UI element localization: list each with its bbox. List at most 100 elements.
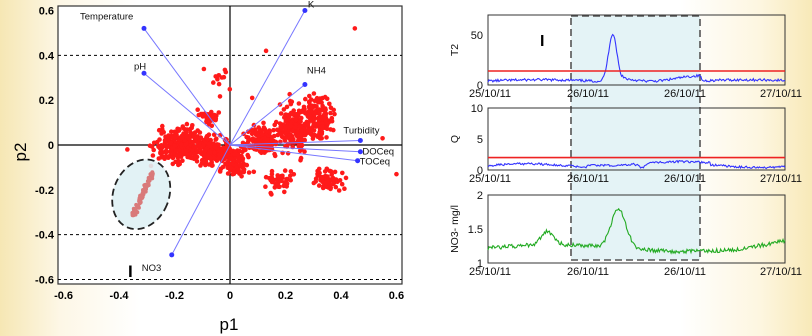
scatter-point [184, 121, 190, 127]
scatter-point [125, 147, 130, 152]
scatter-point [150, 153, 156, 158]
scatter-point [239, 174, 244, 179]
scatter-point [184, 148, 189, 153]
highlighted-point [138, 196, 142, 201]
highlighted-point [133, 210, 138, 215]
scatter-point [198, 163, 203, 168]
scatter-point [303, 96, 308, 102]
scatter-point [316, 121, 321, 126]
scatter-point [319, 175, 325, 180]
scatter-point [272, 151, 277, 157]
scatter-point [159, 155, 164, 160]
scatter-point [332, 111, 337, 117]
scatter-point [322, 112, 328, 117]
scatter-point [307, 110, 312, 116]
scatter-point [269, 171, 275, 177]
loading-endpoint [169, 252, 175, 258]
scatter-point [323, 107, 328, 112]
loading-label: K [308, 0, 315, 10]
scatter-point [216, 142, 221, 148]
scatter-point [311, 91, 317, 96]
y-axis-label: NO3- mg/l [449, 205, 461, 253]
scatter-point [189, 151, 194, 157]
scatter-point [330, 181, 336, 187]
y-tick-label: 0.2 [39, 95, 54, 107]
scatter-point [286, 129, 292, 134]
scatter-point [189, 125, 194, 131]
scatter-point [277, 121, 283, 126]
scatter-point [284, 181, 290, 186]
scatter-point [318, 129, 323, 135]
cluster-label: I [128, 262, 133, 281]
y-tick-label: -0.2 [35, 185, 54, 197]
x-tick-label: -0.4 [110, 290, 130, 302]
scatter-point [315, 134, 321, 139]
series-line [487, 207, 786, 255]
scatter-point [308, 130, 314, 136]
loading-label: NH4 [307, 65, 326, 76]
scatter-point [223, 161, 229, 166]
scatter-point [322, 169, 328, 174]
selection-window [570, 15, 701, 261]
y-tick-label: 0 [477, 80, 483, 92]
scatter-point [160, 150, 165, 155]
scatter-point [193, 155, 198, 160]
scatter-point [293, 117, 298, 123]
scatter-point [268, 190, 274, 196]
scatter-point [246, 170, 252, 175]
scatter-point [243, 147, 248, 153]
scatter-point [179, 135, 185, 141]
scatter-point [299, 109, 305, 115]
scatter-point [280, 173, 285, 179]
scatter-point [282, 189, 287, 195]
scatter-point [227, 147, 233, 152]
loading-vector [229, 144, 361, 153]
scatter-point [281, 107, 287, 112]
scatter-point [283, 112, 289, 117]
scatter-point [233, 149, 238, 154]
scatter-point [340, 170, 345, 176]
panel-frame [487, 14, 786, 86]
scatter-point [302, 132, 308, 138]
scatter-point [278, 124, 284, 130]
scatter-point [394, 171, 399, 177]
time-series-panel: 50 0 T2 25/10/11 26/10/11 26/10/11 27/10/11 I [449, 14, 802, 100]
loading-label: Turbidity [343, 126, 379, 137]
panel-frame [487, 194, 786, 264]
scatter-point [178, 142, 184, 147]
time-series-panel: 10 5 0 Q 25/10/11 26/10/11 26/10/11 27/10/11 [449, 103, 802, 185]
loading-vector [171, 144, 231, 256]
y-tick-label: -0.6 [35, 275, 54, 287]
x-tick-label: 27/10/11 [760, 173, 802, 185]
x-tick-label: 26/10/11 [664, 266, 706, 278]
scatter-point [292, 111, 297, 117]
scatter-point [331, 127, 336, 133]
scatter-point [256, 125, 262, 130]
scatter-point [197, 130, 203, 135]
scatter-point [288, 101, 294, 107]
scatter-point [299, 128, 304, 134]
scatter-point [162, 137, 168, 143]
scatter-point [271, 133, 277, 139]
scatter-point [269, 178, 275, 184]
scatter-point [324, 126, 330, 131]
scatter-point [245, 152, 250, 158]
scatter-point [320, 103, 325, 109]
scatter-point [297, 124, 302, 130]
scatter-point [284, 176, 289, 182]
x-tick-label: 26/10/11 [664, 88, 706, 100]
scatter-point [244, 134, 249, 140]
panel-frame [487, 107, 786, 171]
scatter-point [249, 95, 255, 101]
y-tick-label: 0.4 [39, 50, 55, 62]
scatter-point [214, 136, 219, 141]
x-tick-label: 27/10/11 [760, 88, 802, 100]
scatter-point [209, 109, 214, 115]
scatter-point [180, 124, 186, 129]
scatter-point [311, 111, 317, 116]
x-tick-label: 25/10/11 [469, 173, 511, 185]
scatter-point [317, 107, 322, 112]
scatter-point [236, 158, 241, 163]
scatter-point [299, 115, 304, 121]
